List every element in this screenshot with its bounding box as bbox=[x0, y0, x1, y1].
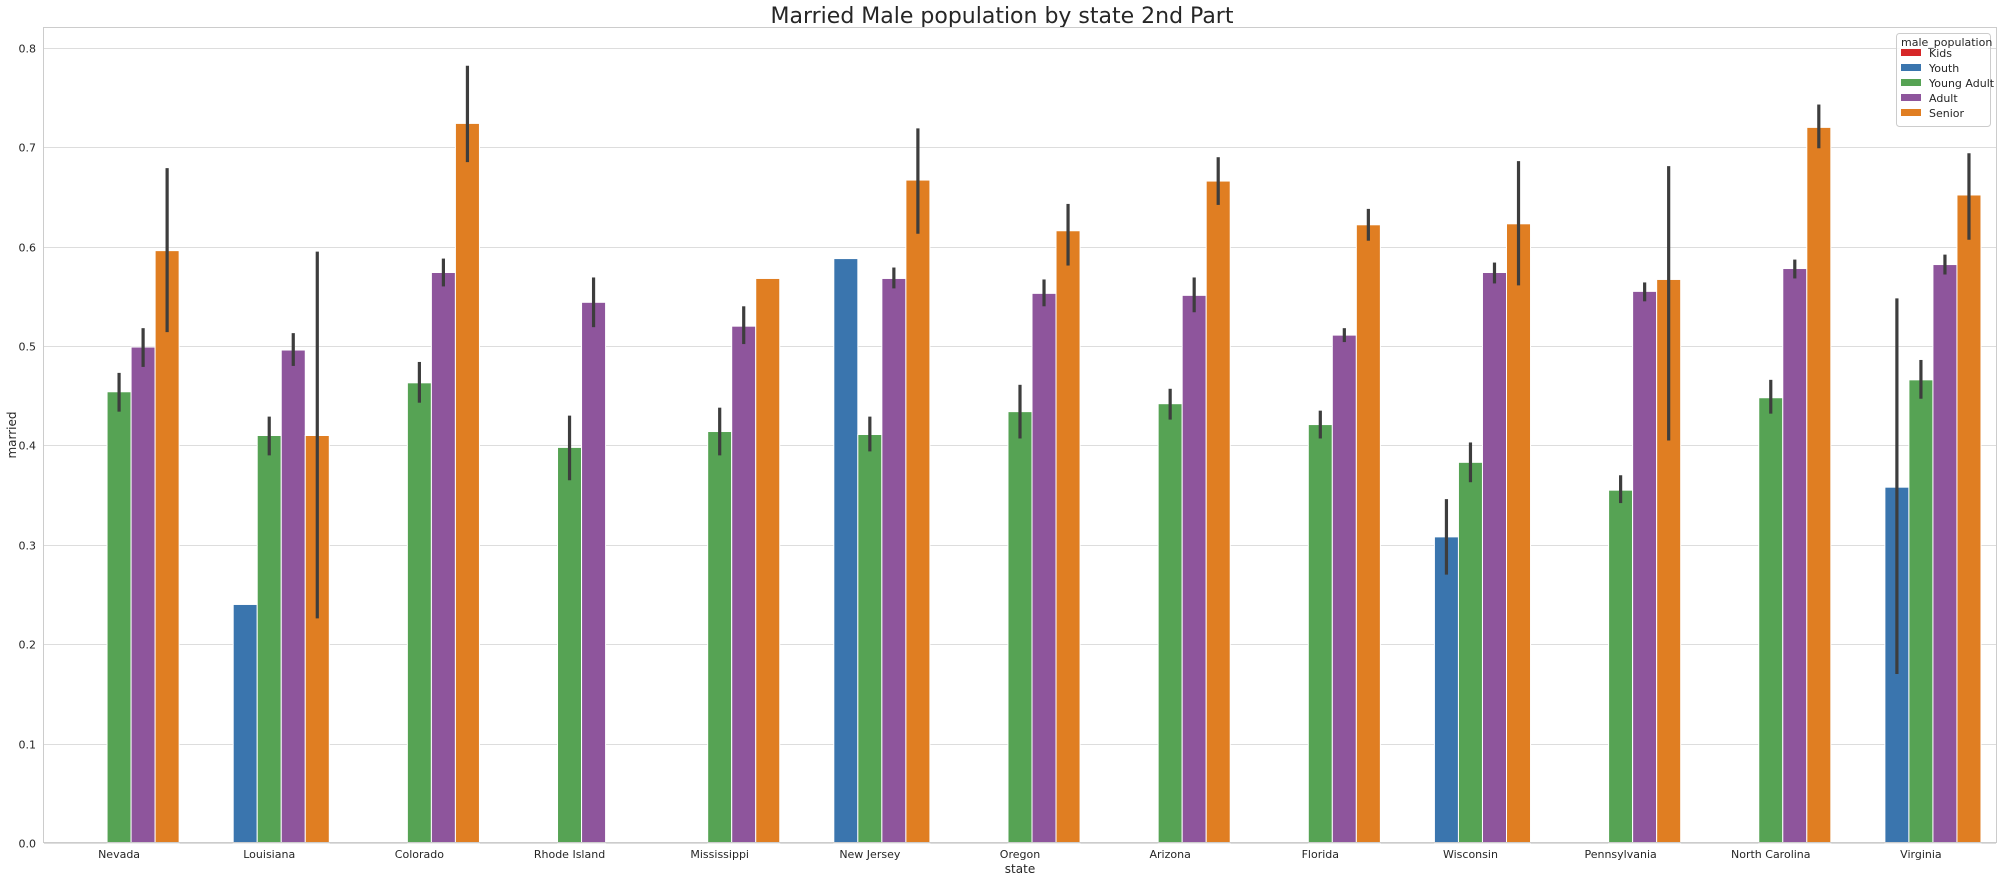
bar bbox=[731, 325, 757, 844]
bar bbox=[1307, 424, 1333, 844]
bar bbox=[1007, 411, 1033, 844]
x-tick-label: Pennsylvania bbox=[1584, 848, 1656, 861]
bar bbox=[430, 272, 456, 844]
legend-swatch bbox=[1901, 64, 1921, 71]
x-tick-label: Florida bbox=[1302, 848, 1339, 861]
legend-title: male_population bbox=[1901, 36, 1992, 49]
x-tick-label: Nevada bbox=[98, 848, 140, 861]
bar bbox=[106, 391, 132, 844]
y-tick-label: 0.6 bbox=[19, 242, 37, 255]
y-axis-label: married bbox=[5, 411, 19, 458]
bar bbox=[557, 446, 583, 844]
bar bbox=[1031, 292, 1057, 844]
legend: male_population Kids Youth Young Adult Adul… bbox=[1896, 33, 1995, 127]
bar bbox=[1433, 536, 1459, 844]
bar bbox=[707, 431, 733, 844]
bar bbox=[406, 382, 432, 844]
bar bbox=[1457, 461, 1483, 844]
bar bbox=[1608, 489, 1634, 844]
legend-entry: Youth bbox=[1928, 62, 1959, 75]
legend-entry: Senior bbox=[1929, 107, 1965, 120]
x-tick-label: Arizona bbox=[1149, 848, 1190, 861]
x-tick-label: New Jersey bbox=[839, 848, 901, 861]
bar bbox=[1932, 264, 1958, 844]
bar bbox=[755, 277, 781, 844]
x-tick-label: Louisiana bbox=[243, 848, 295, 861]
legend-swatch bbox=[1901, 109, 1921, 116]
chart-title: Married Male population by state 2nd Par… bbox=[771, 4, 1234, 29]
bar bbox=[1632, 290, 1658, 844]
bar bbox=[1505, 223, 1532, 844]
plot-frame bbox=[43, 27, 1997, 843]
x-tick-label: Mississippi bbox=[690, 848, 749, 861]
bar bbox=[1355, 224, 1381, 844]
y-tick-label: 0.3 bbox=[19, 540, 37, 553]
bar bbox=[581, 301, 607, 844]
y-tick-label: 0.8 bbox=[19, 43, 37, 56]
y-tick-label: 0.1 bbox=[19, 739, 37, 752]
legend-swatch bbox=[1901, 79, 1921, 86]
legend-box bbox=[1896, 33, 1991, 127]
bar bbox=[905, 179, 931, 844]
legend-entry: Adult bbox=[1929, 92, 1958, 105]
bar bbox=[280, 349, 306, 844]
bar bbox=[1205, 180, 1231, 844]
y-tick-label: 0.4 bbox=[19, 440, 37, 453]
bar bbox=[154, 250, 180, 844]
legend-entry: Kids bbox=[1929, 47, 1952, 60]
bar bbox=[1782, 268, 1808, 844]
bar bbox=[1806, 126, 1832, 844]
bar bbox=[130, 346, 156, 844]
y-tick-label: 0.5 bbox=[19, 341, 37, 354]
x-axis-label: state bbox=[1005, 862, 1035, 876]
bar bbox=[881, 277, 907, 844]
bar bbox=[1758, 397, 1784, 844]
y-tick-label: 0.7 bbox=[19, 142, 37, 155]
bar bbox=[454, 122, 480, 844]
x-tick-label: Wisconsin bbox=[1443, 848, 1498, 861]
bar bbox=[1956, 194, 1982, 844]
bar bbox=[232, 603, 258, 844]
legend-swatch bbox=[1901, 49, 1921, 56]
bar bbox=[833, 258, 859, 844]
legend-items: Kids Youth Young Adult Adult Senior bbox=[1901, 47, 1995, 120]
x-tick-label: Virginia bbox=[1900, 848, 1941, 861]
y-tick-label: 0.0 bbox=[19, 838, 37, 851]
x-tick-label: Colorado bbox=[395, 848, 444, 861]
legend-entry: Young Adult bbox=[1928, 77, 1995, 90]
bar bbox=[1157, 403, 1183, 844]
bar bbox=[1331, 334, 1357, 844]
bar bbox=[256, 435, 282, 844]
x-tick-label: Oregon bbox=[1000, 848, 1040, 861]
bar bbox=[1481, 272, 1507, 844]
bars bbox=[106, 122, 1982, 844]
x-axis-ticks: Nevada Louisiana Colorado Rhode Island Missi… bbox=[98, 848, 1942, 861]
x-tick-label: North Carolina bbox=[1731, 848, 1811, 861]
x-tick-label: Rhode Island bbox=[534, 848, 605, 861]
y-tick-label: 0.2 bbox=[19, 639, 37, 652]
bar bbox=[1055, 230, 1081, 844]
y-axis-ticks: 0.0 0.1 0.2 0.3 0.4 0.5 0.6 0.7 0.8 bbox=[19, 43, 37, 851]
bar bbox=[1908, 379, 1934, 844]
error-bars bbox=[117, 65, 1971, 675]
bar bbox=[1181, 294, 1207, 844]
bar bbox=[857, 434, 883, 844]
legend-swatch bbox=[1901, 94, 1921, 101]
